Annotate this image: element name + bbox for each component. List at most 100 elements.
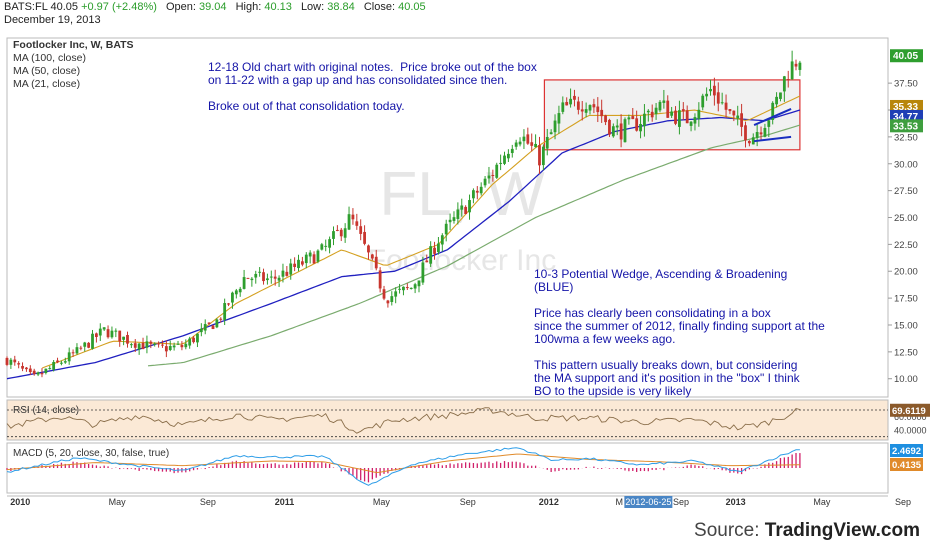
ma100-line xyxy=(147,124,801,367)
legend-title: Footlocker Inc, W, BATS xyxy=(13,39,134,51)
candle-body xyxy=(526,134,530,144)
candle-body xyxy=(421,262,425,283)
price-badge-label: 40.05 xyxy=(893,51,918,62)
candle-body xyxy=(36,372,40,375)
candle-body xyxy=(207,322,211,324)
candle-body xyxy=(289,263,293,275)
candle-body xyxy=(705,93,709,97)
candle-body xyxy=(234,290,238,295)
candle-body xyxy=(650,111,654,118)
wedge-upper-line xyxy=(753,108,792,126)
candle-body xyxy=(530,142,534,146)
candle-body xyxy=(343,228,347,238)
legend-ma100: MA (100, close) xyxy=(13,52,86,64)
candle-body xyxy=(203,324,207,331)
candle-body xyxy=(21,365,24,369)
candle-body xyxy=(250,278,254,281)
candle-body xyxy=(736,115,740,119)
rsi-title: RSI (14, close) xyxy=(13,405,79,416)
source-credit: Source: TradingView.com xyxy=(694,520,920,541)
candle-body xyxy=(180,344,184,348)
candle-body xyxy=(254,273,258,278)
candle-body xyxy=(611,126,615,137)
candle-body xyxy=(468,200,471,213)
candle-body xyxy=(600,109,604,117)
cursor-date-badge xyxy=(624,496,673,508)
candle-body xyxy=(561,102,565,112)
legend-ma50: MA (50, close) xyxy=(13,65,80,77)
candle-body xyxy=(409,287,413,289)
candle-body xyxy=(110,330,114,338)
candle-body xyxy=(67,352,71,362)
macd-title: MACD (5, 20, close, 30, false, true) xyxy=(13,448,169,459)
candle-body xyxy=(324,245,328,247)
candle-body xyxy=(355,221,359,226)
candle-body xyxy=(728,109,732,112)
candle-body xyxy=(448,219,452,223)
candle-body xyxy=(262,272,265,282)
price-tick-label: 22.50 xyxy=(894,240,918,251)
candle-body xyxy=(199,328,203,333)
candle-body xyxy=(63,361,67,363)
candle-body xyxy=(25,367,28,370)
candle-body xyxy=(755,132,759,138)
candle-body xyxy=(114,330,118,332)
candle-body xyxy=(231,292,234,303)
close-value: 40.05 xyxy=(398,1,426,13)
rsi-panel-frame xyxy=(6,399,889,441)
macd-line xyxy=(6,447,800,486)
candle-body xyxy=(297,259,300,269)
candle-body xyxy=(666,100,670,118)
candle-body xyxy=(176,343,180,345)
candle-body xyxy=(545,136,549,149)
candle-body xyxy=(172,345,176,348)
candle-body xyxy=(258,271,262,273)
candle-body xyxy=(238,288,242,293)
candle-body xyxy=(557,113,561,124)
candle-body xyxy=(285,271,289,276)
candle-body xyxy=(452,217,456,221)
time-tick-label: Sep xyxy=(460,497,476,507)
candle-body xyxy=(456,209,460,219)
time-tick-label: Sep xyxy=(200,497,216,507)
macd-badge xyxy=(890,444,923,457)
candle-body xyxy=(658,101,662,111)
candle-body xyxy=(304,254,308,264)
candle-body xyxy=(440,235,444,245)
candle-body xyxy=(553,120,557,133)
time-tick-label: 2012 xyxy=(539,497,559,507)
candle-body xyxy=(157,343,160,345)
signal-badge-label: 0.4135 xyxy=(892,460,922,471)
candle-body xyxy=(149,341,153,344)
candle-body xyxy=(576,101,580,110)
time-tick-label: May xyxy=(373,497,391,507)
candle-body xyxy=(716,92,720,104)
candle-body xyxy=(293,263,297,267)
candle-body xyxy=(227,303,230,305)
candle-body xyxy=(479,186,483,194)
candle-body xyxy=(52,361,56,370)
candle-body xyxy=(592,104,596,108)
annotation-note-2: 10-3 Potential Wedge, Ascending & Broade… xyxy=(534,267,825,398)
candle-body xyxy=(627,117,631,120)
candle-body xyxy=(223,303,227,320)
price-badge-label: 35.33 xyxy=(893,102,918,113)
candle-body xyxy=(503,155,506,164)
candle-body xyxy=(382,289,386,299)
candle-body xyxy=(514,142,518,147)
rsi-tick-label: 40.0000 xyxy=(894,426,927,436)
candle-body xyxy=(316,250,320,262)
candle-body xyxy=(786,79,790,81)
candle-body xyxy=(335,229,339,231)
candle-body xyxy=(370,254,374,259)
candle-body xyxy=(129,344,133,346)
candle-body xyxy=(386,300,390,304)
candle-body xyxy=(87,342,91,348)
candle-body xyxy=(153,343,157,345)
candle-body xyxy=(782,76,786,92)
candle-body xyxy=(60,362,63,364)
candle-body xyxy=(413,284,417,289)
candle-body xyxy=(720,102,724,104)
candle-body xyxy=(164,346,168,352)
price-badge xyxy=(890,99,923,113)
